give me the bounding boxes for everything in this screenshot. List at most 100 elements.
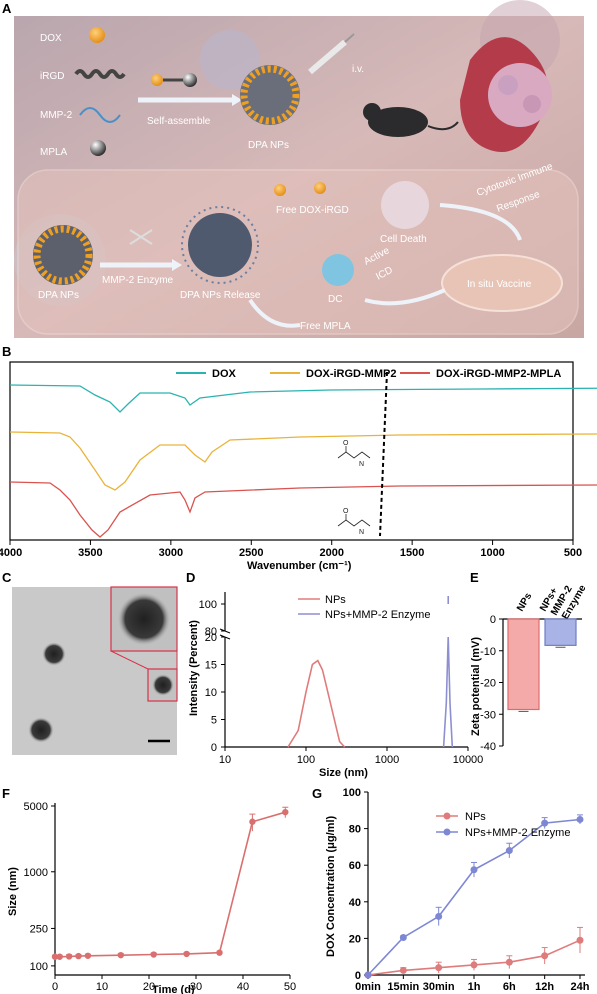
g-point xyxy=(399,933,407,941)
legend-swatch-enzyme-g xyxy=(443,828,451,836)
panel-label-e: E xyxy=(470,570,479,585)
dls-x-tick-label: 100 xyxy=(297,754,315,766)
spectrum-dox xyxy=(9,384,597,413)
zeta-category-nps: NPs xyxy=(515,591,534,614)
legend-nps-d: NPs xyxy=(325,594,346,606)
dying-cell-icon xyxy=(381,181,429,229)
g-point xyxy=(399,966,407,974)
dls-y-tick-label: 0 xyxy=(211,742,217,754)
legend-dox-irgd-mmp2: DOX-iRGD-MMP2 xyxy=(306,368,396,380)
panel-label-a: A xyxy=(2,1,12,16)
f-y-tick-label: 1000 xyxy=(24,867,48,879)
mmp2-enzyme-label: MMP-2 Enzyme xyxy=(102,275,174,286)
g-y-axis-label: DOX Concentration (μg/ml) xyxy=(325,815,337,957)
in-situ-vaccine-ellipse xyxy=(441,254,563,312)
dls-x-tick-label: 1000 xyxy=(375,754,399,766)
f-y-tick-label: 5000 xyxy=(24,801,48,813)
dls-y-tick-label: 10 xyxy=(205,687,217,699)
dls-series-0 xyxy=(287,659,346,748)
dls-x-tick-label: 10000 xyxy=(453,754,484,766)
dpa-np-icon-bottom xyxy=(33,225,93,285)
g-point xyxy=(364,971,372,979)
dpa-np-icon xyxy=(240,65,300,125)
zeta-y-axis-label: Zeta potential (mV) xyxy=(470,637,482,736)
ftir-tick-label: 2500 xyxy=(239,547,263,559)
g-point xyxy=(435,964,443,972)
g-point xyxy=(541,819,549,827)
dc-label: DC xyxy=(328,294,342,305)
ftir-tick-label: 500 xyxy=(564,547,582,559)
g-point xyxy=(576,936,584,944)
release-chart: 0min 15min 30min 1h 6h 12h 24h 0 20 40 60 80 100 NPs… xyxy=(325,787,590,993)
f-point xyxy=(65,953,73,960)
g-point xyxy=(470,961,478,969)
g-point xyxy=(470,866,478,874)
dendritic-cell-icon xyxy=(322,254,354,286)
g-y-tick-label: 20 xyxy=(349,933,361,945)
g-x-tick-label: 6h xyxy=(503,981,516,993)
tem-image xyxy=(12,586,178,755)
np-release-icon xyxy=(188,213,252,277)
panel-label-g: G xyxy=(312,786,322,801)
panel-label-c: C xyxy=(2,570,12,585)
ftir-tick-label: 2000 xyxy=(319,547,343,559)
ftir-tick-label: 1500 xyxy=(400,547,424,559)
spectrum-dox-irgd-mmp2-mpla xyxy=(9,481,597,538)
svg-text:N: N xyxy=(359,461,364,468)
f-point xyxy=(249,818,256,825)
f-x-tick-label: 50 xyxy=(284,981,296,993)
cell-death-label: Cell Death xyxy=(380,234,427,245)
ftir-tick-label: 4000 xyxy=(0,547,22,559)
f-series-line xyxy=(55,811,286,958)
amide-structure-upper: O N xyxy=(337,440,371,468)
dls-y-axis-label: Intensity (Percent) xyxy=(188,620,200,716)
component-irgd: iRGD xyxy=(40,71,64,82)
f-point xyxy=(216,949,223,956)
tem-particle xyxy=(42,642,66,666)
dls-series-1 xyxy=(442,636,454,748)
zeta-y-tick-label: -20 xyxy=(480,678,496,690)
zeta-y-tick-label: 0 xyxy=(490,614,496,626)
g-series-1 xyxy=(367,818,581,976)
dls-y-tick-label: 20 xyxy=(205,632,217,644)
dls-y-tick-label: 80 xyxy=(205,626,217,638)
g-x-tick-label: 15min xyxy=(387,981,419,993)
dls-y-tick-label: 15 xyxy=(205,660,217,672)
dox-sphere-icon xyxy=(89,27,105,43)
dls-y-tick-label: 5 xyxy=(211,715,217,727)
zeta-y-tick-label: -40 xyxy=(480,741,496,753)
schematic-panel: DOX iRGD MMP-2 MPLA Self-assemble DPA NP… xyxy=(14,0,584,338)
g-point xyxy=(505,847,513,855)
ftir-x-axis-label: Wavenumber (cm⁻¹) xyxy=(247,560,352,572)
dls-x-axis-label: Size (nm) xyxy=(319,767,368,779)
f-point xyxy=(150,951,157,958)
zeta-bar-1 xyxy=(544,618,577,646)
f-y-tick-label: 100 xyxy=(30,961,48,973)
g-point xyxy=(576,815,584,823)
g-point xyxy=(541,952,549,960)
ftir-tick-label: 3500 xyxy=(78,547,102,559)
panel-label-f: F xyxy=(2,786,10,801)
free-dox-irgd-label: Free DOX-iRGD xyxy=(276,205,349,216)
g-y-tick-label: 0 xyxy=(355,970,361,982)
g-point xyxy=(505,958,513,966)
irgd-helix-icon xyxy=(74,69,126,79)
f-x-axis-label: Time (d) xyxy=(152,984,195,994)
ftir-tick-label: 3000 xyxy=(159,547,183,559)
f-x-tick-label: 10 xyxy=(96,981,108,993)
legend-dox: DOX xyxy=(212,368,237,380)
component-mpla: MPLA xyxy=(40,147,68,158)
f-x-tick-label: 0 xyxy=(52,981,58,993)
f-y-tick-label: 250 xyxy=(30,923,48,935)
zeta-y-tick-label: -30 xyxy=(480,709,496,721)
svg-text:O: O xyxy=(343,440,349,447)
component-dox: DOX xyxy=(40,33,62,44)
g-x-tick-label: 12h xyxy=(535,981,554,993)
zeta-chart: NPs NPs+ MMP-2 Enzyme 0-10-20-30-40 Zeta… xyxy=(470,583,589,753)
g-y-tick-label: 80 xyxy=(349,824,361,836)
dpa-nps-label-bottom: DPA NPs xyxy=(38,290,79,301)
amide-marker-line xyxy=(379,371,388,537)
g-y-tick-label: 100 xyxy=(343,787,361,799)
